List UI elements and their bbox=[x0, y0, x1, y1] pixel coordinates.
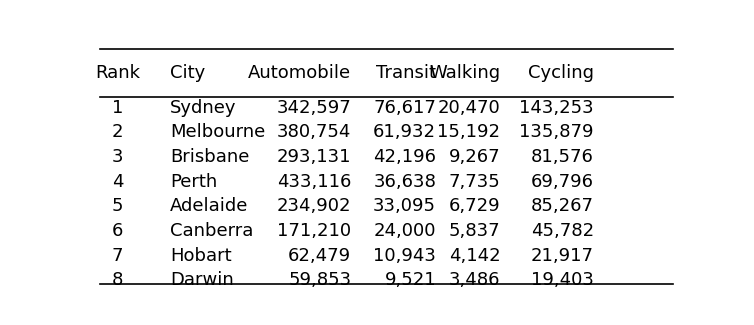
Text: 81,576: 81,576 bbox=[531, 148, 594, 166]
Text: 4: 4 bbox=[112, 173, 124, 191]
Text: Sydney: Sydney bbox=[170, 99, 237, 117]
Text: 10,943: 10,943 bbox=[373, 247, 436, 265]
Text: 6: 6 bbox=[112, 222, 124, 240]
Text: 143,253: 143,253 bbox=[520, 99, 594, 117]
Text: 62,479: 62,479 bbox=[288, 247, 351, 265]
Text: 342,597: 342,597 bbox=[277, 99, 351, 117]
Text: 42,196: 42,196 bbox=[373, 148, 436, 166]
Text: 15,192: 15,192 bbox=[437, 124, 501, 141]
Text: 5,837: 5,837 bbox=[449, 222, 501, 240]
Text: 8: 8 bbox=[112, 271, 124, 290]
Text: 9,267: 9,267 bbox=[449, 148, 501, 166]
Text: Cycling: Cycling bbox=[528, 64, 594, 82]
Text: 45,782: 45,782 bbox=[531, 222, 594, 240]
Text: 4,142: 4,142 bbox=[449, 247, 501, 265]
Text: Darwin: Darwin bbox=[170, 271, 234, 290]
Text: City: City bbox=[170, 64, 206, 82]
Text: 36,638: 36,638 bbox=[373, 173, 436, 191]
Text: 234,902: 234,902 bbox=[277, 198, 351, 215]
Text: 20,470: 20,470 bbox=[437, 99, 501, 117]
Text: Perth: Perth bbox=[170, 173, 217, 191]
Text: 7,735: 7,735 bbox=[449, 173, 501, 191]
Text: 61,932: 61,932 bbox=[373, 124, 436, 141]
Text: 19,403: 19,403 bbox=[531, 271, 594, 290]
Text: 2: 2 bbox=[112, 124, 124, 141]
Text: 85,267: 85,267 bbox=[531, 198, 594, 215]
Text: Transit: Transit bbox=[376, 64, 436, 82]
Text: 21,917: 21,917 bbox=[531, 247, 594, 265]
Text: Adelaide: Adelaide bbox=[170, 198, 249, 215]
Text: 24,000: 24,000 bbox=[373, 222, 436, 240]
Text: Canberra: Canberra bbox=[170, 222, 253, 240]
Text: 1: 1 bbox=[112, 99, 124, 117]
Text: Rank: Rank bbox=[95, 64, 140, 82]
Text: 5: 5 bbox=[112, 198, 124, 215]
Text: 6,729: 6,729 bbox=[449, 198, 501, 215]
Text: 171,210: 171,210 bbox=[277, 222, 351, 240]
Text: 293,131: 293,131 bbox=[277, 148, 351, 166]
Text: 76,617: 76,617 bbox=[373, 99, 436, 117]
Text: Walking: Walking bbox=[429, 64, 501, 82]
Text: 380,754: 380,754 bbox=[277, 124, 351, 141]
Text: Automobile: Automobile bbox=[248, 64, 351, 82]
Text: 69,796: 69,796 bbox=[531, 173, 594, 191]
Text: Hobart: Hobart bbox=[170, 247, 231, 265]
Text: 33,095: 33,095 bbox=[373, 198, 436, 215]
Text: 59,853: 59,853 bbox=[288, 271, 351, 290]
Text: 135,879: 135,879 bbox=[520, 124, 594, 141]
Text: Brisbane: Brisbane bbox=[170, 148, 250, 166]
Text: 7: 7 bbox=[112, 247, 124, 265]
Text: 9,521: 9,521 bbox=[385, 271, 436, 290]
Text: Melbourne: Melbourne bbox=[170, 124, 265, 141]
Text: 3: 3 bbox=[112, 148, 124, 166]
Text: 433,116: 433,116 bbox=[277, 173, 351, 191]
Text: 3,486: 3,486 bbox=[449, 271, 501, 290]
